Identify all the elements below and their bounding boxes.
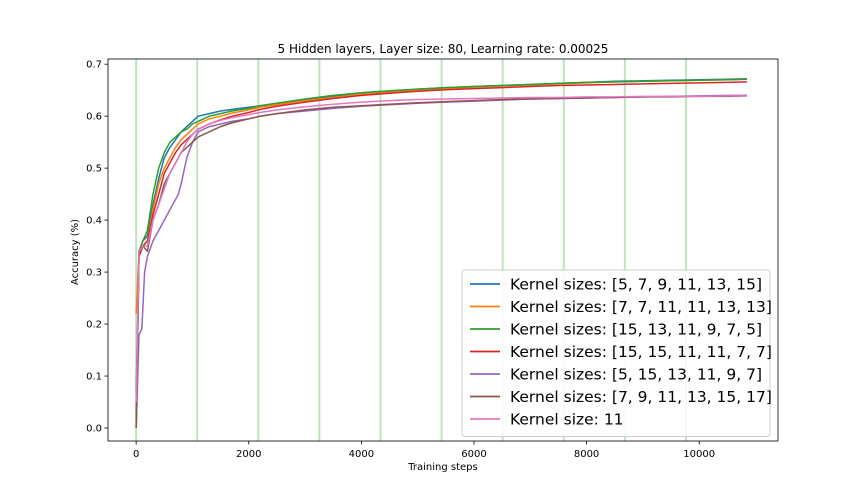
plot-area bbox=[107, 58, 779, 442]
series-line-5 bbox=[135, 95, 748, 429]
series-lines bbox=[135, 77, 748, 429]
x-tick-label-3: 6000 bbox=[461, 449, 486, 460]
y-tick-label-6: 0.6 bbox=[86, 112, 102, 123]
x-axis-ticks: 0 2000 4000 6000 8000 10000 bbox=[133, 441, 715, 460]
legend-label-3: Kernel sizes: [15, 15, 11, 11, 7, 7] bbox=[510, 343, 772, 361]
series-line-2 bbox=[135, 78, 748, 392]
legend: Kernel sizes: [5, 7, 9, 11, 13, 15] Kerne… bbox=[461, 269, 772, 437]
series-line-6 bbox=[135, 95, 747, 403]
x-tick-label-1: 2000 bbox=[236, 449, 261, 460]
y-tick-label-1: 0.1 bbox=[86, 372, 102, 383]
x-tick-label-5: 10000 bbox=[683, 449, 715, 460]
y-axis-label: Accuracy (%) bbox=[70, 219, 81, 285]
legend-box bbox=[461, 269, 771, 437]
chart-title: 5 Hidden layers, Layer size: 80, Learnin… bbox=[278, 42, 609, 56]
legend-label-4: Kernel sizes: [5, 15, 13, 11, 9, 7] bbox=[510, 366, 762, 384]
legend-label-2: Kernel sizes: [15, 13, 11, 9, 7, 5] bbox=[510, 321, 762, 339]
y-tick-label-3: 0.3 bbox=[86, 268, 102, 279]
y-tick-label-2: 0.2 bbox=[86, 320, 102, 331]
x-tick-label-0: 0 bbox=[133, 449, 139, 460]
x-axis-label: Training steps bbox=[407, 462, 477, 473]
legend-label-0: Kernel sizes: [5, 7, 9, 11, 13, 15] bbox=[510, 276, 762, 294]
y-tick-label-4: 0.4 bbox=[86, 216, 102, 227]
y-tick-label-7: 0.7 bbox=[86, 60, 102, 71]
y-tick-label-0: 0.0 bbox=[86, 424, 102, 435]
legend-label-1: Kernel sizes: [7, 7, 11, 11, 13, 13] bbox=[510, 298, 772, 316]
x-tick-label-2: 4000 bbox=[349, 449, 374, 460]
series-line-3 bbox=[135, 81, 748, 429]
legend-label-5: Kernel sizes: [7, 9, 11, 13, 15, 17] bbox=[510, 388, 772, 406]
x-tick-label-4: 8000 bbox=[574, 449, 599, 460]
plot-frame bbox=[107, 58, 779, 442]
y-axis-ticks: 0.0 0.1 0.2 0.3 0.4 0.5 0.6 0.7 bbox=[86, 60, 108, 435]
y-tick-label-5: 0.5 bbox=[86, 164, 102, 175]
legend-label-6: Kernel size: 11 bbox=[510, 411, 624, 429]
